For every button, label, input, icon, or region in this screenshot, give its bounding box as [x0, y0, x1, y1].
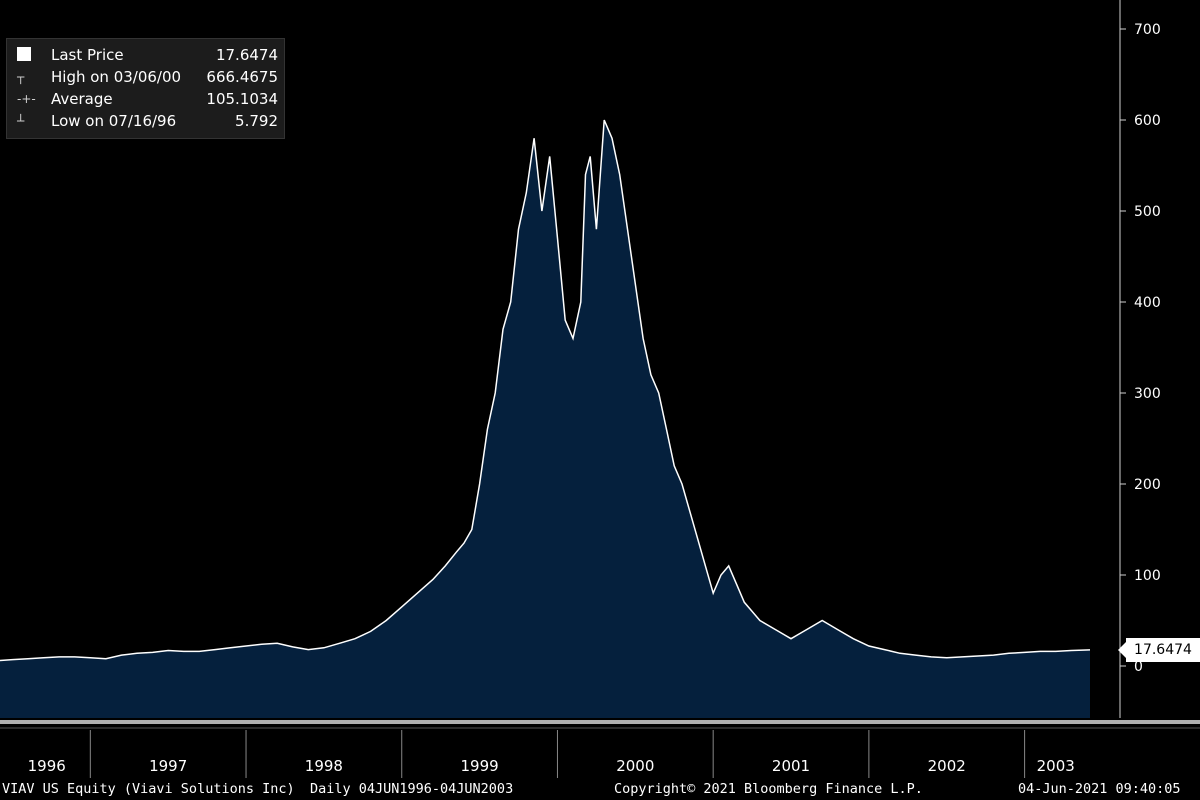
y-tick-label: 300 — [1134, 386, 1161, 402]
x-tick-label: 1997 — [149, 757, 187, 775]
y-tick-label: 200 — [1134, 477, 1161, 493]
white-square-icon — [17, 44, 47, 66]
footer-timestamp: 04-Jun-2021 09:40:05 — [1018, 781, 1181, 797]
legend-label: Average — [51, 90, 113, 108]
high-marker-icon: ┬ — [17, 70, 25, 84]
y-tick-label: 100 — [1134, 568, 1161, 584]
x-tick-label: 1999 — [461, 757, 499, 775]
x-tick-label: 2003 — [1037, 757, 1075, 775]
x-tick-label: 1998 — [305, 757, 343, 775]
y-tick-label: 400 — [1134, 295, 1161, 311]
y-tick-label: 600 — [1134, 113, 1161, 129]
footer-range: Daily 04JUN1996-04JUN2003 — [310, 781, 514, 797]
legend-label: Low on 07/16/96 — [51, 112, 177, 130]
x-tick-label: 2000 — [616, 757, 654, 775]
legend-label: Last Price — [51, 46, 124, 64]
price-line — [0, 119, 1091, 662]
low-marker-icon: ┴ — [17, 114, 25, 128]
footer: VIAV US Equity (Viavi Solutions Inc) Dai… — [0, 778, 1200, 800]
footer-copyright: Copyright© 2021 Bloomberg Finance L.P. — [614, 781, 923, 797]
legend-high: ┬ High on 03/06/00 666.4675 — [7, 66, 286, 88]
legend-value: 105.1034 — [206, 90, 278, 108]
price-area — [0, 120, 1090, 718]
legend-low: ┴ Low on 07/16/96 5.792 — [7, 110, 286, 132]
legend-value: 666.4675 — [206, 68, 278, 86]
legend-box: Last Price 17.6474 ┬ High on 03/06/00 66… — [6, 38, 285, 139]
legend-value: 17.6474 — [215, 46, 278, 64]
legend-value: 5.792 — [235, 112, 278, 130]
footer-ticker: VIAV US Equity (Viavi Solutions Inc) — [2, 781, 295, 797]
x-tick-label: 1996 — [28, 757, 66, 775]
last-price-badge: 17.6474 — [1118, 638, 1200, 662]
y-tick-label: 0 — [1134, 659, 1143, 675]
legend-label: High on 03/06/00 — [51, 68, 182, 86]
legend-average: -+- Average 105.1034 — [7, 88, 286, 110]
y-tick-label: 500 — [1134, 204, 1161, 220]
average-marker-icon: -+- — [17, 92, 36, 106]
x-tick-label: 2002 — [928, 757, 966, 775]
x-tick-label: 2001 — [772, 757, 810, 775]
legend-last-price: Last Price 17.6474 — [7, 44, 286, 66]
y-tick-label: 700 — [1134, 22, 1161, 38]
